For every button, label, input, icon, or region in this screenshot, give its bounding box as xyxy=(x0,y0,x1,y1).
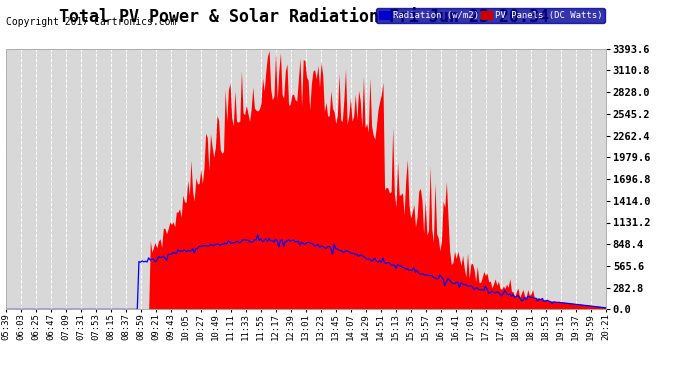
Legend: Radiation (w/m2), PV Panels (DC Watts): Radiation (w/m2), PV Panels (DC Watts) xyxy=(377,8,605,22)
Text: Copyright 2017 Cartronics.com: Copyright 2017 Cartronics.com xyxy=(6,17,176,27)
Text: Total PV Power & Solar Radiation Fri Jun 23 20:34: Total PV Power & Solar Radiation Fri Jun… xyxy=(59,8,549,26)
